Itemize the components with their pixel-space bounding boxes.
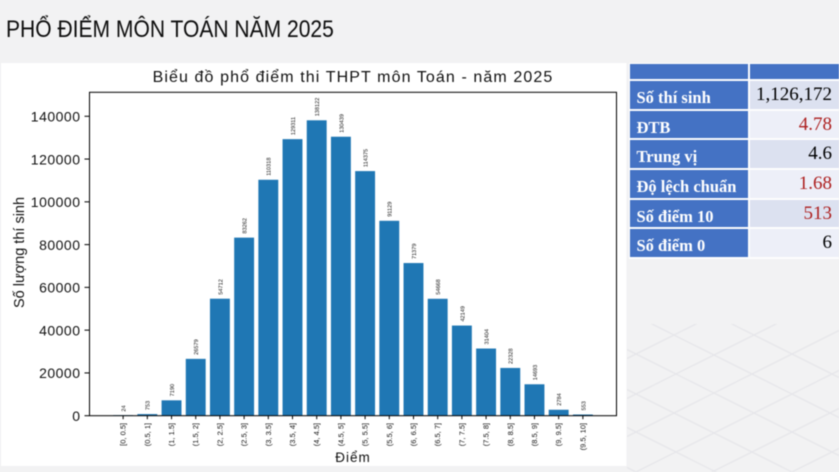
svg-text:2784: 2784: [557, 393, 563, 405]
svg-text:83262: 83262: [243, 218, 249, 234]
svg-text:7190: 7190: [170, 384, 176, 396]
svg-text:(1, 1.5]: (1, 1.5]: [167, 423, 176, 446]
svg-text:[0, 0.5]: [0, 0.5]: [119, 423, 128, 446]
svg-text:753: 753: [146, 401, 152, 410]
svg-text:Biểu đồ phổ điểm thi THPT môn: Biểu đồ phổ điểm thi THPT môn Toán - năm…: [153, 68, 554, 86]
svg-text:138122: 138122: [315, 98, 321, 117]
svg-text:120000: 120000: [31, 151, 81, 167]
svg-text:26579: 26579: [194, 339, 200, 355]
svg-text:54712: 54712: [218, 279, 224, 295]
svg-text:(7.5, 8]: (7.5, 8]: [482, 423, 491, 446]
svg-text:91129: 91129: [388, 202, 394, 217]
svg-text:14693: 14693: [533, 365, 539, 381]
svg-text:(1.5, 2]: (1.5, 2]: [191, 423, 200, 446]
svg-text:110318: 110318: [267, 157, 273, 175]
svg-text:(5.5, 6]: (5.5, 6]: [385, 423, 394, 446]
svg-text:(2.5, 3]: (2.5, 3]: [240, 423, 249, 446]
svg-text:130439: 130439: [339, 114, 345, 133]
svg-text:24: 24: [122, 405, 128, 411]
svg-text:(5, 5.5]: (5, 5.5]: [361, 423, 370, 446]
svg-text:Số lượng thí sinh: Số lượng thí sinh: [12, 197, 28, 308]
svg-text:140000: 140000: [31, 109, 81, 125]
svg-text:(3.5, 4]: (3.5, 4]: [288, 423, 297, 446]
svg-text:(2, 2.5]: (2, 2.5]: [215, 423, 224, 446]
svg-text:22328: 22328: [509, 348, 515, 364]
svg-text:(3, 3.5]: (3, 3.5]: [264, 423, 273, 446]
svg-text:40000: 40000: [39, 322, 80, 338]
svg-text:(8, 8.5]: (8, 8.5]: [506, 423, 515, 446]
svg-text:(6.5, 7]: (6.5, 7]: [433, 423, 442, 446]
svg-text:80000: 80000: [39, 237, 80, 253]
svg-text:31404: 31404: [484, 329, 490, 345]
svg-text:(4, 4.5]: (4, 4.5]: [312, 423, 321, 446]
svg-text:20000: 20000: [39, 365, 80, 381]
svg-text:71379: 71379: [412, 243, 418, 259]
svg-text:42149: 42149: [460, 306, 466, 322]
svg-text:(7, 7.5]: (7, 7.5]: [457, 423, 466, 446]
svg-text:(0.5, 1]: (0.5, 1]: [143, 423, 152, 446]
svg-text:60000: 60000: [39, 280, 80, 296]
svg-text:(4.5, 5]: (4.5, 5]: [336, 423, 345, 446]
svg-text:Điểm: Điểm: [335, 450, 371, 465]
svg-text:(9, 9.5]: (9, 9.5]: [554, 423, 563, 446]
svg-text:(8.5, 9]: (8.5, 9]: [530, 423, 539, 446]
svg-text:129311: 129311: [291, 117, 297, 135]
svg-text:(9.5, 10]: (9.5, 10]: [578, 423, 587, 451]
svg-text:(6, 6.5]: (6, 6.5]: [409, 423, 418, 446]
svg-text:0: 0: [72, 408, 80, 424]
svg-text:54668: 54668: [436, 279, 442, 295]
svg-text:114375: 114375: [364, 149, 370, 167]
svg-text:553: 553: [581, 401, 587, 410]
svg-text:100000: 100000: [31, 194, 81, 210]
